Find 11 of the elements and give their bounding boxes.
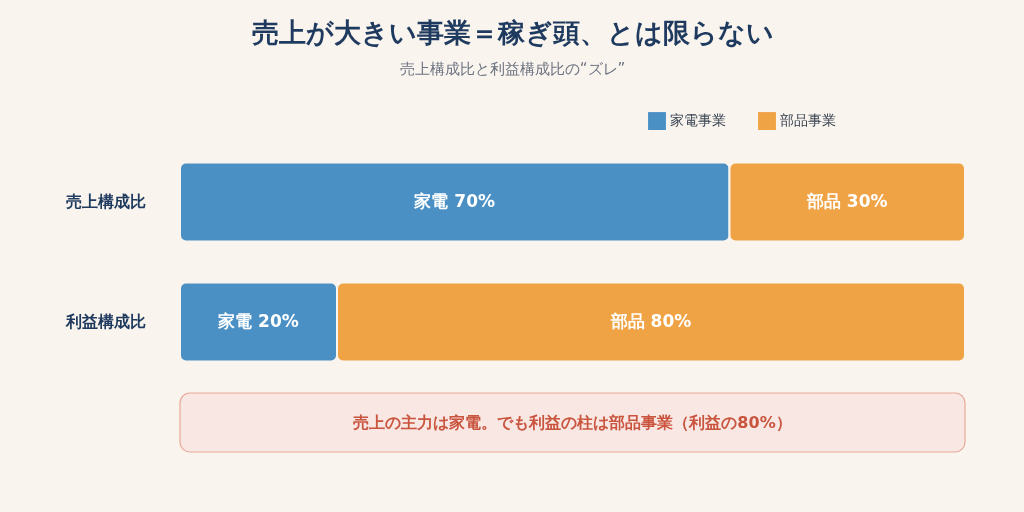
data-label: 家電 70% [413,191,496,211]
data-label: 部品 80% [609,311,692,331]
y-tick-label: 売上構成比 [65,192,146,211]
data-label: 部品 30% [805,191,888,211]
text: 売上の主力は家電。でも利益の柱は部品事業（利益の80%） [353,413,792,432]
data-label: 家電 20% [217,311,299,331]
chart-title: 売上が大きい事業＝稼ぎ頭、とは限らない [251,17,774,48]
chart-subtitle: 売上構成比と利益構成比の“ズレ” [399,60,626,78]
y-tick-label: 利益構成比 [64,312,146,331]
legend-label: 家電事業 [670,112,726,129]
legend-label: 部品事業 [780,112,836,129]
